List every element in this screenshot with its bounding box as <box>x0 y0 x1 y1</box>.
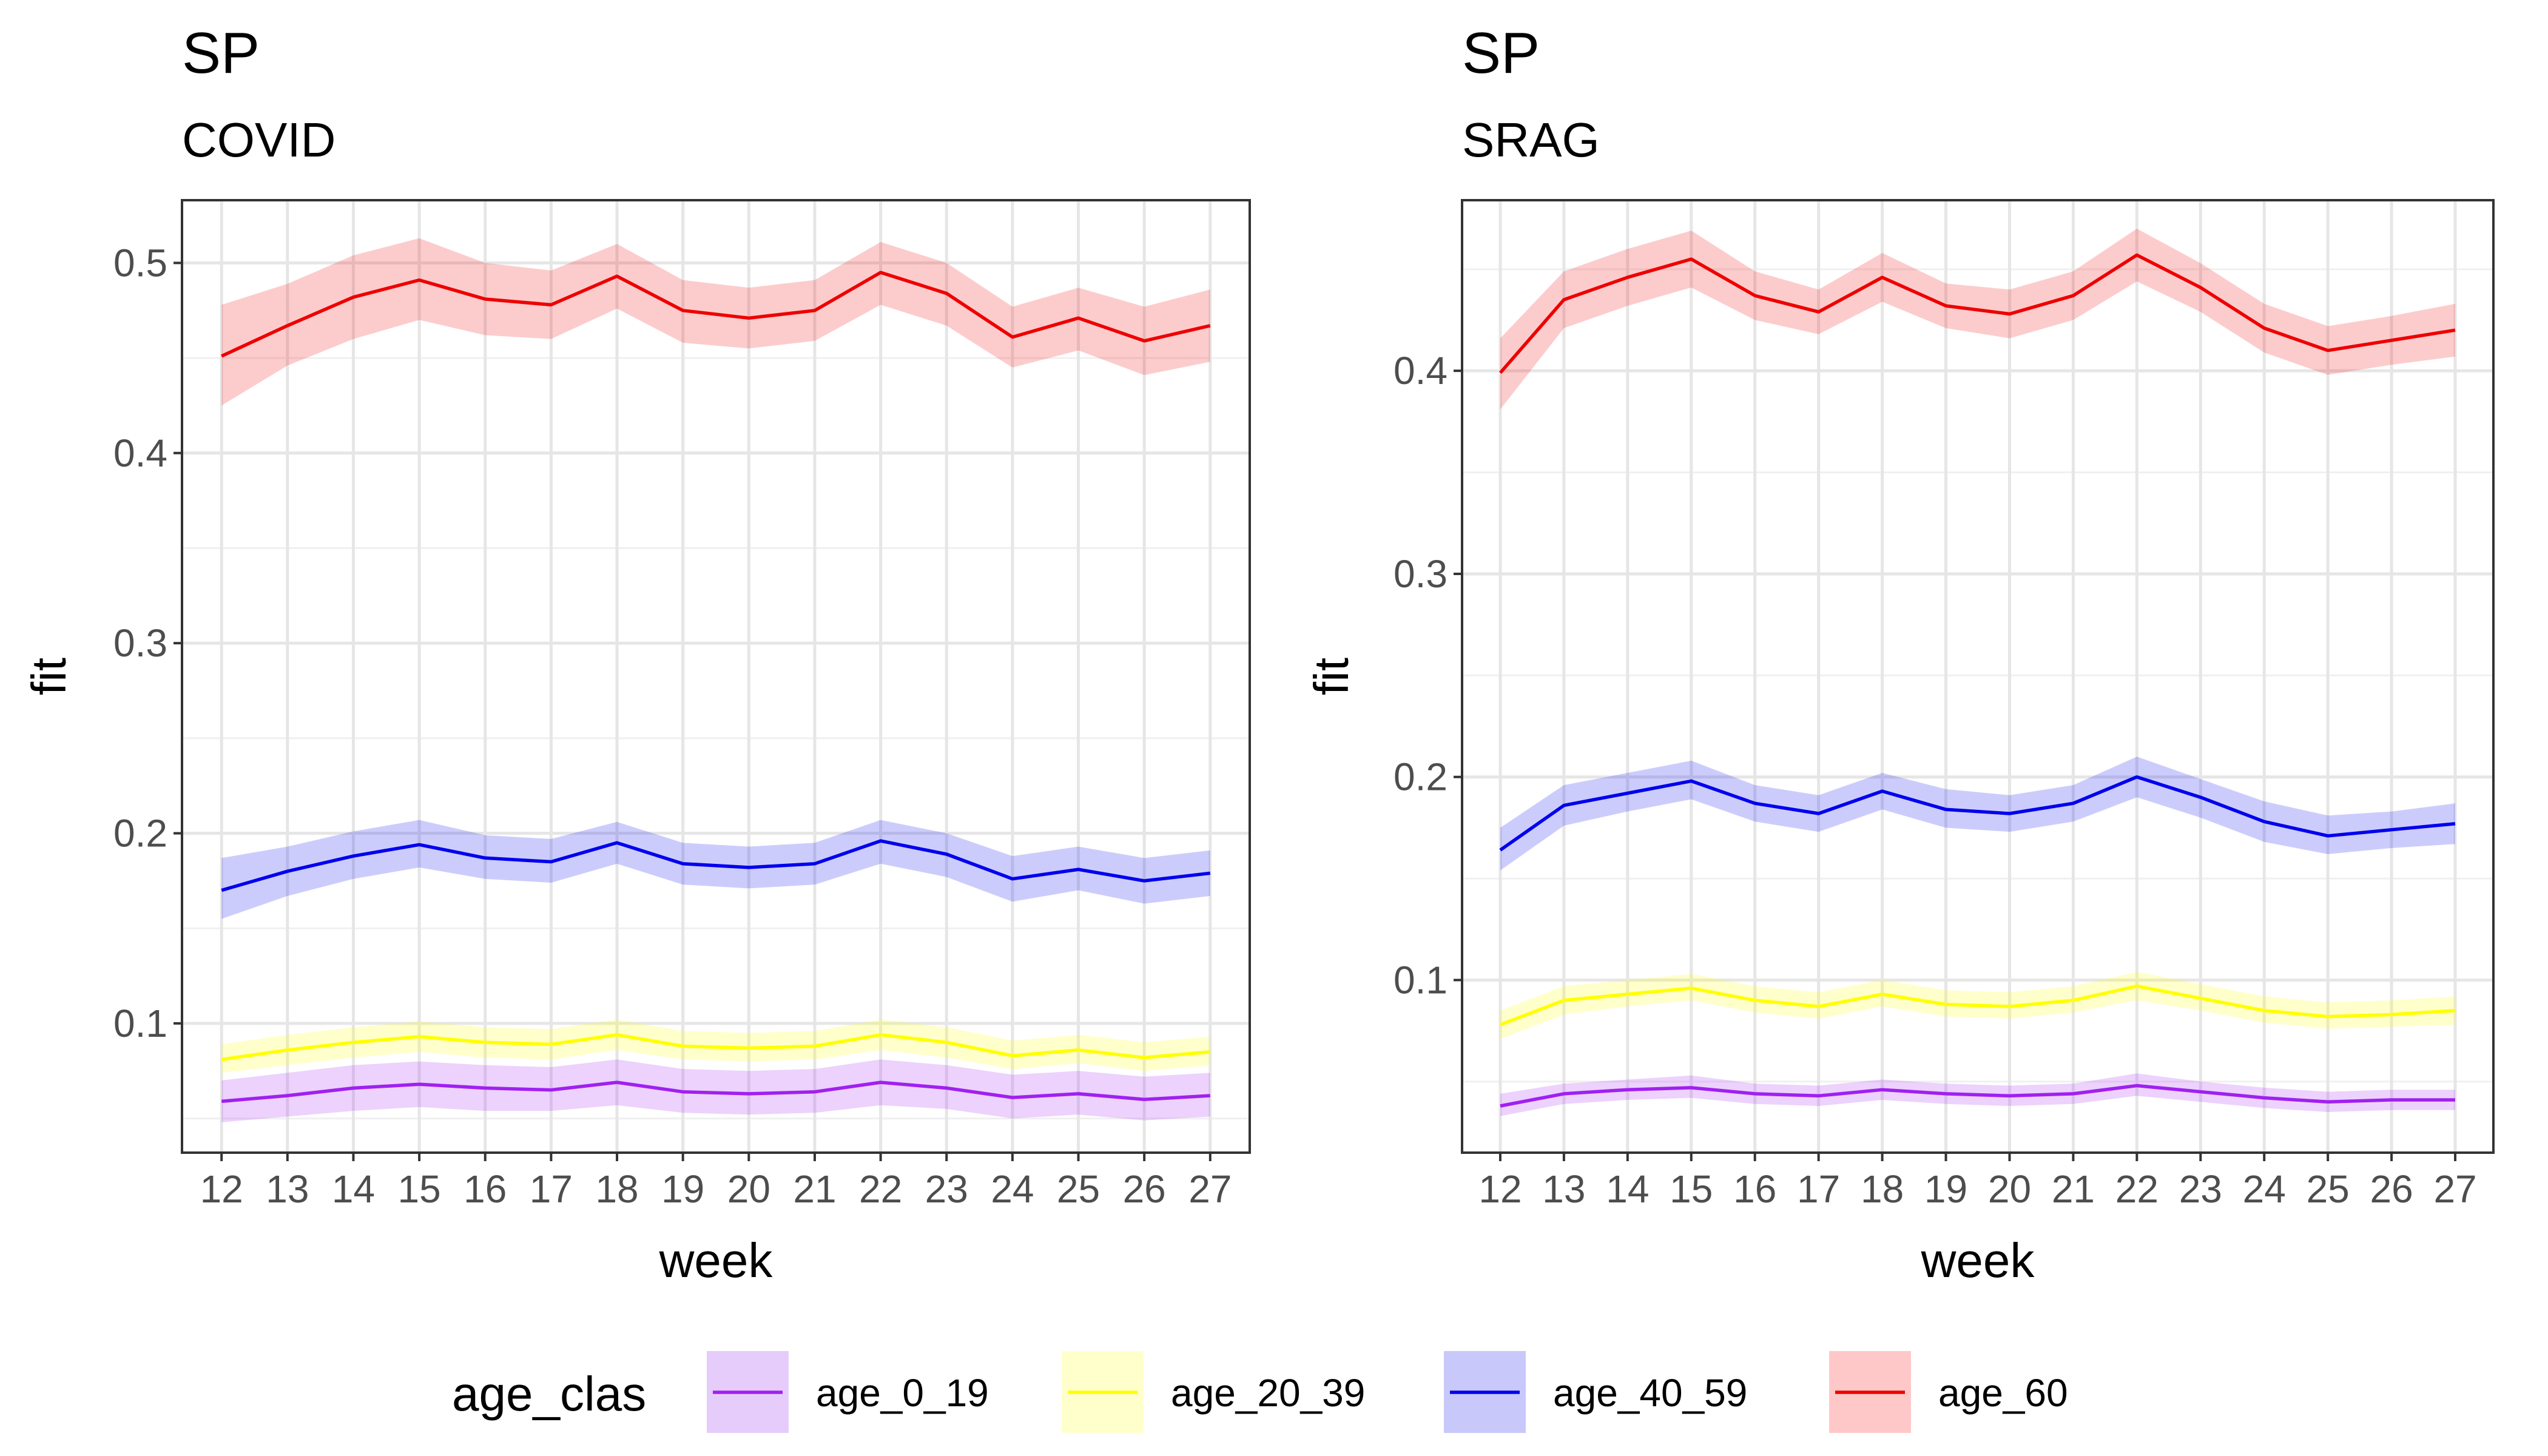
ribbon-age_40_59 <box>1500 757 2455 871</box>
x-tick-label: 17 <box>530 1167 573 1211</box>
legend: age_clas age_0_19 age_20_39 age_40_59 age_6… <box>452 1351 2068 1433</box>
x-tick-label: 16 <box>1733 1167 1776 1211</box>
series-lines <box>1498 253 2456 1108</box>
x-tick-label: 27 <box>2433 1167 2476 1211</box>
panel-srag: SP SRAG 0.1 0.2 0.3 0.4 12 13 14 15 16 17 18 19 20 21… <box>1304 21 2495 1287</box>
plot-border <box>1461 199 2495 1154</box>
legend-label: age_0_19 <box>816 1371 989 1415</box>
ribbon-age_60 <box>221 238 1210 406</box>
line-age_0_19 <box>221 1080 1210 1104</box>
x-tick-label: 24 <box>991 1167 1034 1211</box>
y-tick-label: 0.4 <box>1394 349 1448 393</box>
axis-ticks: 0.1 0.2 0.3 0.4 0.5 12 13 14 15 16 17 18 19 20 21 22 23 2… <box>113 241 1232 1211</box>
x-tick-label: 14 <box>332 1167 375 1211</box>
x-tick-label: 19 <box>661 1167 704 1211</box>
y-axis-title: fit <box>1304 658 1358 695</box>
y-tick-label: 0.3 <box>113 621 167 665</box>
panel-covid: SP COVID 0.1 0.2 0.3 0.4 0.5 12 13 14 15 16 17 18 19… <box>22 21 1251 1287</box>
ribbons <box>221 238 1210 1122</box>
panel-title: SP <box>1462 21 1540 86</box>
x-tick-label: 16 <box>463 1167 507 1211</box>
x-tick-label: 20 <box>727 1167 770 1211</box>
y-tick-label: 0.2 <box>113 812 167 855</box>
axis-ticks: 0.1 0.2 0.3 0.4 12 13 14 15 16 17 18 19 20 21 22 23 24 25… <box>1394 349 2477 1211</box>
x-axis-title: week <box>1921 1233 2035 1287</box>
x-tick-label: 19 <box>1924 1167 1967 1211</box>
ribbon-age_60 <box>1500 228 2455 410</box>
x-tick-label: 23 <box>925 1167 968 1211</box>
y-tick-label: 0.5 <box>113 241 167 285</box>
x-tick-label: 23 <box>2179 1167 2222 1211</box>
line-age_40_59 <box>221 839 1211 892</box>
line-age_20_39 <box>221 1033 1211 1062</box>
grid <box>1462 200 2493 1153</box>
legend-item-age_0_19: age_0_19 <box>707 1351 989 1433</box>
y-axis-title: fit <box>22 658 76 695</box>
legend-label: age_40_59 <box>1553 1371 1747 1415</box>
x-tick-label: 13 <box>1542 1167 1585 1211</box>
x-axis-title: week <box>659 1233 774 1287</box>
line-age_20_39 <box>1500 984 2456 1026</box>
series-lines <box>221 271 1211 1104</box>
x-tick-label: 12 <box>200 1167 243 1211</box>
x-tick-label: 25 <box>2307 1167 2350 1211</box>
legend-item-age_20_39: age_20_39 <box>1062 1351 1365 1433</box>
legend-title: age_clas <box>452 1367 646 1421</box>
y-tick-label: 0.1 <box>113 1002 167 1045</box>
x-tick-label: 17 <box>1797 1167 1840 1211</box>
x-tick-label: 22 <box>2115 1167 2159 1211</box>
panel-title: SP <box>182 21 260 86</box>
x-tick-label: 13 <box>266 1167 309 1211</box>
legend-label: age_60 <box>1938 1371 2068 1415</box>
x-tick-label: 18 <box>1861 1167 1904 1211</box>
line-age_40_59 <box>1499 775 2456 852</box>
legend-items: age_0_19 age_20_39 age_40_59 age_60 <box>707 1351 2068 1433</box>
x-tick-label: 27 <box>1188 1167 1232 1211</box>
y-tick-label: 0.3 <box>1394 552 1448 596</box>
x-tick-label: 21 <box>793 1167 836 1211</box>
x-tick-label: 21 <box>2052 1167 2095 1211</box>
line-age_0_19 <box>1500 1084 2455 1108</box>
legend-item-age_40_59: age_40_59 <box>1444 1351 1747 1433</box>
y-tick-label: 0.1 <box>1394 958 1448 1002</box>
grid <box>182 200 1250 1153</box>
legend-item-age_60: age_60 <box>1829 1351 2068 1433</box>
x-tick-label: 22 <box>859 1167 902 1211</box>
plot-border <box>181 199 1251 1154</box>
x-tick-label: 25 <box>1057 1167 1100 1211</box>
x-tick-label: 18 <box>595 1167 638 1211</box>
line-age_60 <box>1498 253 2456 374</box>
panel-subtitle: SRAG <box>1462 113 1600 167</box>
x-tick-label: 15 <box>398 1167 441 1211</box>
x-tick-label: 15 <box>1670 1167 1713 1211</box>
line-age_60 <box>221 271 1211 358</box>
x-tick-label: 24 <box>2243 1167 2286 1211</box>
panel-subtitle: COVID <box>182 113 335 167</box>
x-tick-label: 14 <box>1606 1167 1649 1211</box>
y-tick-label: 0.4 <box>113 431 167 475</box>
x-tick-label: 26 <box>1123 1167 1166 1211</box>
ribbon-age_0_19 <box>221 1059 1210 1122</box>
x-tick-label: 26 <box>2370 1167 2413 1211</box>
y-tick-label: 0.2 <box>1394 755 1448 799</box>
x-tick-label: 20 <box>1988 1167 2031 1211</box>
x-tick-label: 12 <box>1478 1167 1522 1211</box>
legend-label: age_20_39 <box>1171 1371 1365 1415</box>
ribbon-age_40_59 <box>221 820 1210 919</box>
